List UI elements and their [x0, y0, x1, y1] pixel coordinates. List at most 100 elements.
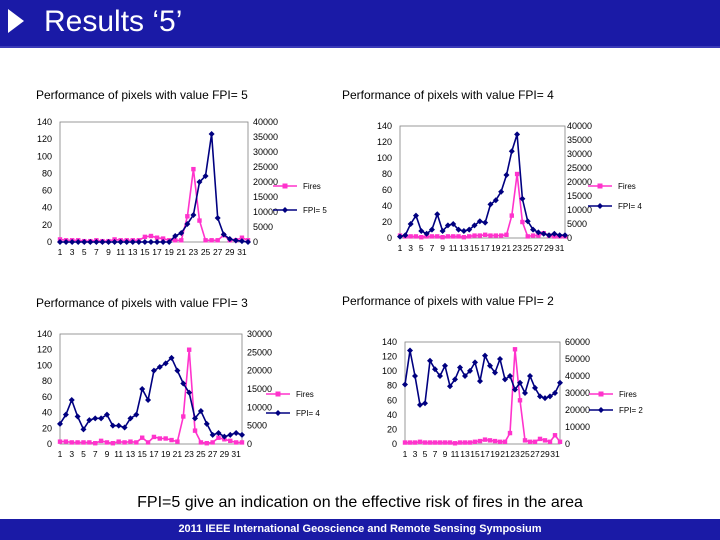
data-point — [62, 411, 69, 418]
data-point — [98, 438, 104, 444]
data-point — [512, 347, 518, 352]
data-point — [423, 230, 430, 237]
plot-frame — [59, 333, 243, 445]
data-point — [408, 234, 413, 239]
data-point — [514, 131, 521, 138]
data-point — [477, 233, 483, 238]
x-tick-label: 19 — [490, 449, 500, 459]
slide-title: Results ‘5’ — [44, 5, 183, 38]
data-point — [162, 360, 169, 367]
x-tick-label: 19 — [491, 243, 501, 253]
x-tick-label: 31 — [555, 243, 565, 253]
data-point — [450, 221, 457, 227]
data-point — [147, 239, 154, 245]
data-point — [239, 431, 245, 438]
data-point — [57, 239, 63, 245]
y-right-tick-label: 30000 — [253, 147, 278, 157]
x-tick-label: 21 — [177, 247, 187, 257]
x-tick-label: 23 — [510, 449, 520, 459]
data-point — [92, 415, 99, 422]
data-point — [220, 231, 227, 238]
data-point — [447, 383, 453, 390]
data-point — [462, 373, 468, 379]
x-tick-label: 7 — [94, 247, 99, 257]
x-tick-label: 13 — [460, 449, 470, 459]
x-tick-label: 13 — [126, 449, 136, 459]
plot-frame — [404, 341, 561, 445]
y-right-tick-label: 20000 — [567, 177, 592, 187]
data-point — [437, 440, 443, 445]
y-left-tick-label: 60 — [42, 186, 52, 196]
x-tick-label: 5 — [82, 247, 87, 257]
data-point — [456, 234, 461, 239]
legend-label: Fires — [619, 390, 637, 399]
x-tick-label: 11 — [451, 449, 460, 459]
data-point — [417, 439, 423, 445]
data-point — [75, 440, 80, 445]
y-right-tick-label: 15000 — [253, 192, 278, 202]
legend-marker — [597, 183, 603, 189]
x-tick-label: 7 — [433, 449, 438, 459]
data-point — [69, 440, 74, 445]
data-point — [198, 440, 204, 445]
x-tick-label: 25 — [523, 243, 533, 253]
x-tick-label: 3 — [408, 243, 413, 253]
x-tick-label: 27 — [208, 449, 218, 459]
footer-bar — [0, 519, 720, 540]
y-right-tick-label: 30000 — [567, 149, 592, 159]
x-tick-label: 25 — [196, 449, 206, 459]
x-tick-label: 17 — [149, 449, 159, 459]
data-point — [238, 238, 245, 245]
data-point — [154, 235, 160, 240]
x-tick-label: 31 — [550, 449, 560, 459]
y-left-tick-label: 80 — [42, 168, 52, 178]
legend-marker — [598, 391, 604, 397]
series-line — [59, 168, 249, 242]
data-point — [209, 238, 214, 243]
y-left-tick-label: 20 — [382, 217, 392, 227]
y-right-tick-label: 15000 — [567, 191, 592, 201]
y-right-tick-label: 0 — [565, 439, 570, 449]
data-point — [402, 232, 409, 239]
data-point — [221, 433, 228, 440]
data-point — [407, 221, 414, 227]
data-point — [110, 441, 116, 446]
data-point — [204, 441, 209, 446]
y-left-tick-label: 40 — [387, 410, 397, 420]
data-point — [63, 439, 69, 444]
data-point — [151, 434, 157, 440]
y-left-tick-label: 0 — [387, 233, 392, 243]
x-tick-label: 13 — [459, 243, 469, 253]
data-point — [435, 234, 440, 239]
data-point — [209, 431, 216, 438]
data-point — [81, 239, 88, 245]
data-point — [524, 218, 531, 225]
y-left-tick-label: 40 — [382, 201, 392, 211]
data-point — [123, 239, 130, 245]
chart-fpi3: 0 20 40 60 80 100 120 140 0 5000 10000 15000 20000 25… — [37, 329, 320, 459]
data-point — [191, 166, 196, 172]
data-point — [492, 197, 499, 204]
y-right-tick-label: 60000 — [565, 337, 590, 347]
legend-marker — [598, 407, 604, 413]
y-left-tick-label: 80 — [42, 376, 52, 386]
data-point — [472, 233, 477, 238]
data-point — [69, 239, 76, 245]
x-tick-label: 19 — [161, 449, 171, 459]
x-tick-label: 3 — [70, 247, 75, 257]
y-right-tick-label: 10000 — [253, 207, 278, 217]
data-point — [557, 439, 563, 445]
data-point — [442, 440, 448, 445]
data-point — [429, 234, 435, 239]
data-point — [537, 436, 543, 442]
data-point — [504, 232, 509, 237]
data-point — [417, 401, 423, 408]
chart-4-title: Performance of pixels with value FPI= 2 — [342, 294, 554, 308]
data-point — [81, 440, 86, 445]
data-point — [150, 367, 157, 374]
x-tick-label: 15 — [137, 449, 147, 459]
slide-caption: FPI=5 give an indication on the effectiv… — [137, 494, 583, 511]
data-point — [117, 239, 124, 245]
data-point — [437, 373, 443, 379]
data-point — [160, 239, 167, 245]
